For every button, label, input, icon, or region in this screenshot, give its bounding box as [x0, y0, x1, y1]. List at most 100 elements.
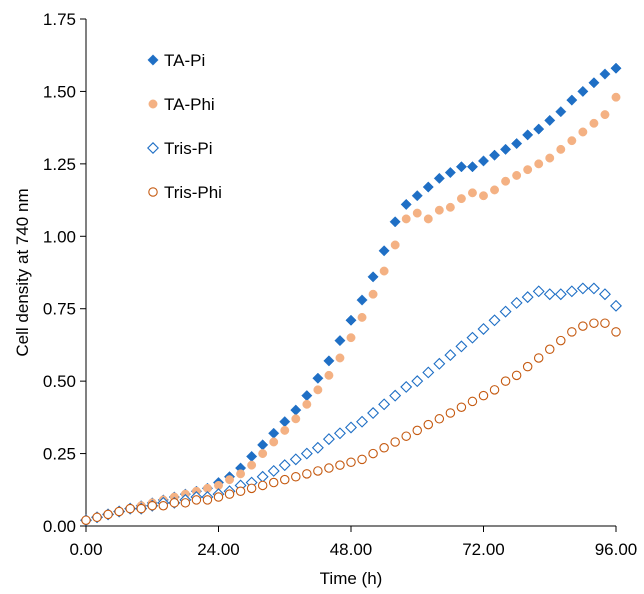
data-point	[378, 398, 391, 411]
data-point	[103, 509, 113, 520]
data-point	[489, 385, 500, 395]
data-point	[578, 321, 588, 331]
data-point	[390, 437, 400, 447]
data-point	[324, 370, 334, 380]
data-point	[300, 447, 313, 460]
data-point	[301, 390, 313, 402]
data-points	[80, 62, 622, 527]
data-point	[345, 314, 357, 326]
data-point	[411, 190, 423, 202]
x-tick-label: 48.00	[330, 540, 373, 559]
data-point	[158, 500, 169, 511]
data-point	[488, 149, 501, 161]
data-point	[445, 408, 456, 418]
data-point	[289, 453, 302, 466]
data-point	[313, 385, 323, 395]
data-point	[610, 299, 622, 312]
data-point	[567, 327, 577, 337]
data-point	[477, 155, 490, 167]
data-point	[278, 459, 291, 472]
legend-label: TA-Phi	[164, 95, 215, 114]
data-point	[468, 188, 477, 198]
data-point	[422, 181, 434, 193]
data-point	[554, 288, 567, 301]
data-point	[302, 399, 312, 409]
axes	[85, 19, 616, 527]
data-point	[346, 457, 356, 468]
data-point	[412, 425, 422, 436]
data-point	[389, 389, 402, 402]
x-tick-label: 96.00	[595, 540, 638, 559]
data-point	[379, 443, 389, 453]
data-point	[444, 166, 456, 179]
data-point	[180, 498, 191, 508]
data-point	[501, 176, 511, 186]
data-point	[302, 469, 312, 479]
data-point	[587, 282, 600, 295]
data-point	[522, 361, 533, 372]
data-point	[291, 414, 301, 424]
data-point	[279, 416, 291, 428]
data-point	[169, 498, 180, 508]
data-point	[257, 480, 268, 491]
data-point	[456, 194, 466, 204]
y-tick-label: 1.50	[43, 82, 76, 101]
data-point	[576, 282, 589, 295]
data-point	[523, 165, 533, 175]
data-point	[600, 110, 610, 120]
x-tick-label: 24.00	[197, 540, 240, 559]
data-point	[444, 349, 457, 362]
data-point	[246, 483, 257, 494]
data-point	[411, 375, 424, 388]
y-axis-ticks: 0.00 0.25 0.50 0.75 1.00 1.25 1.50 1.75	[43, 10, 86, 536]
x-axis-title: Time (h)	[320, 569, 383, 588]
data-point	[565, 285, 578, 298]
data-point	[534, 159, 544, 169]
data-point	[532, 285, 545, 298]
data-point	[268, 477, 279, 488]
data-point	[136, 503, 146, 514]
data-point	[400, 198, 412, 210]
y-axis-title: Cell density at 740 nm	[13, 188, 32, 356]
data-point	[566, 94, 578, 106]
legend-marker	[148, 99, 158, 109]
data-point	[280, 425, 290, 435]
data-point	[356, 415, 369, 428]
y-tick-label: 1.25	[43, 155, 76, 174]
data-point	[423, 214, 433, 224]
data-point	[467, 396, 478, 407]
data-point	[290, 404, 302, 416]
data-point	[269, 437, 279, 447]
data-point	[466, 161, 479, 173]
data-point	[324, 463, 334, 473]
data-point	[522, 129, 534, 141]
data-point	[401, 214, 411, 224]
data-point	[478, 390, 489, 401]
data-point	[455, 340, 468, 353]
data-point	[598, 288, 611, 301]
data-point	[500, 143, 512, 155]
data-point	[235, 486, 246, 496]
data-point	[357, 454, 367, 465]
data-point	[611, 92, 621, 102]
data-point	[412, 208, 422, 218]
data-point	[236, 469, 246, 479]
data-point	[577, 85, 589, 97]
legend-label: Tris-Phi	[164, 183, 222, 202]
data-point	[543, 288, 556, 301]
x-tick-label: 0.00	[69, 540, 102, 559]
data-point	[544, 344, 555, 355]
data-point	[434, 205, 444, 215]
data-point	[511, 138, 523, 150]
data-point	[599, 68, 611, 80]
data-point	[268, 427, 280, 439]
data-point	[323, 355, 335, 367]
data-point	[521, 291, 534, 304]
data-point	[488, 314, 501, 327]
legend-label: Tris-Pi	[164, 139, 212, 158]
data-point	[423, 419, 434, 430]
data-point	[589, 318, 599, 328]
data-point	[390, 240, 400, 250]
y-tick-label: 0.50	[43, 372, 76, 391]
data-point	[202, 495, 213, 505]
